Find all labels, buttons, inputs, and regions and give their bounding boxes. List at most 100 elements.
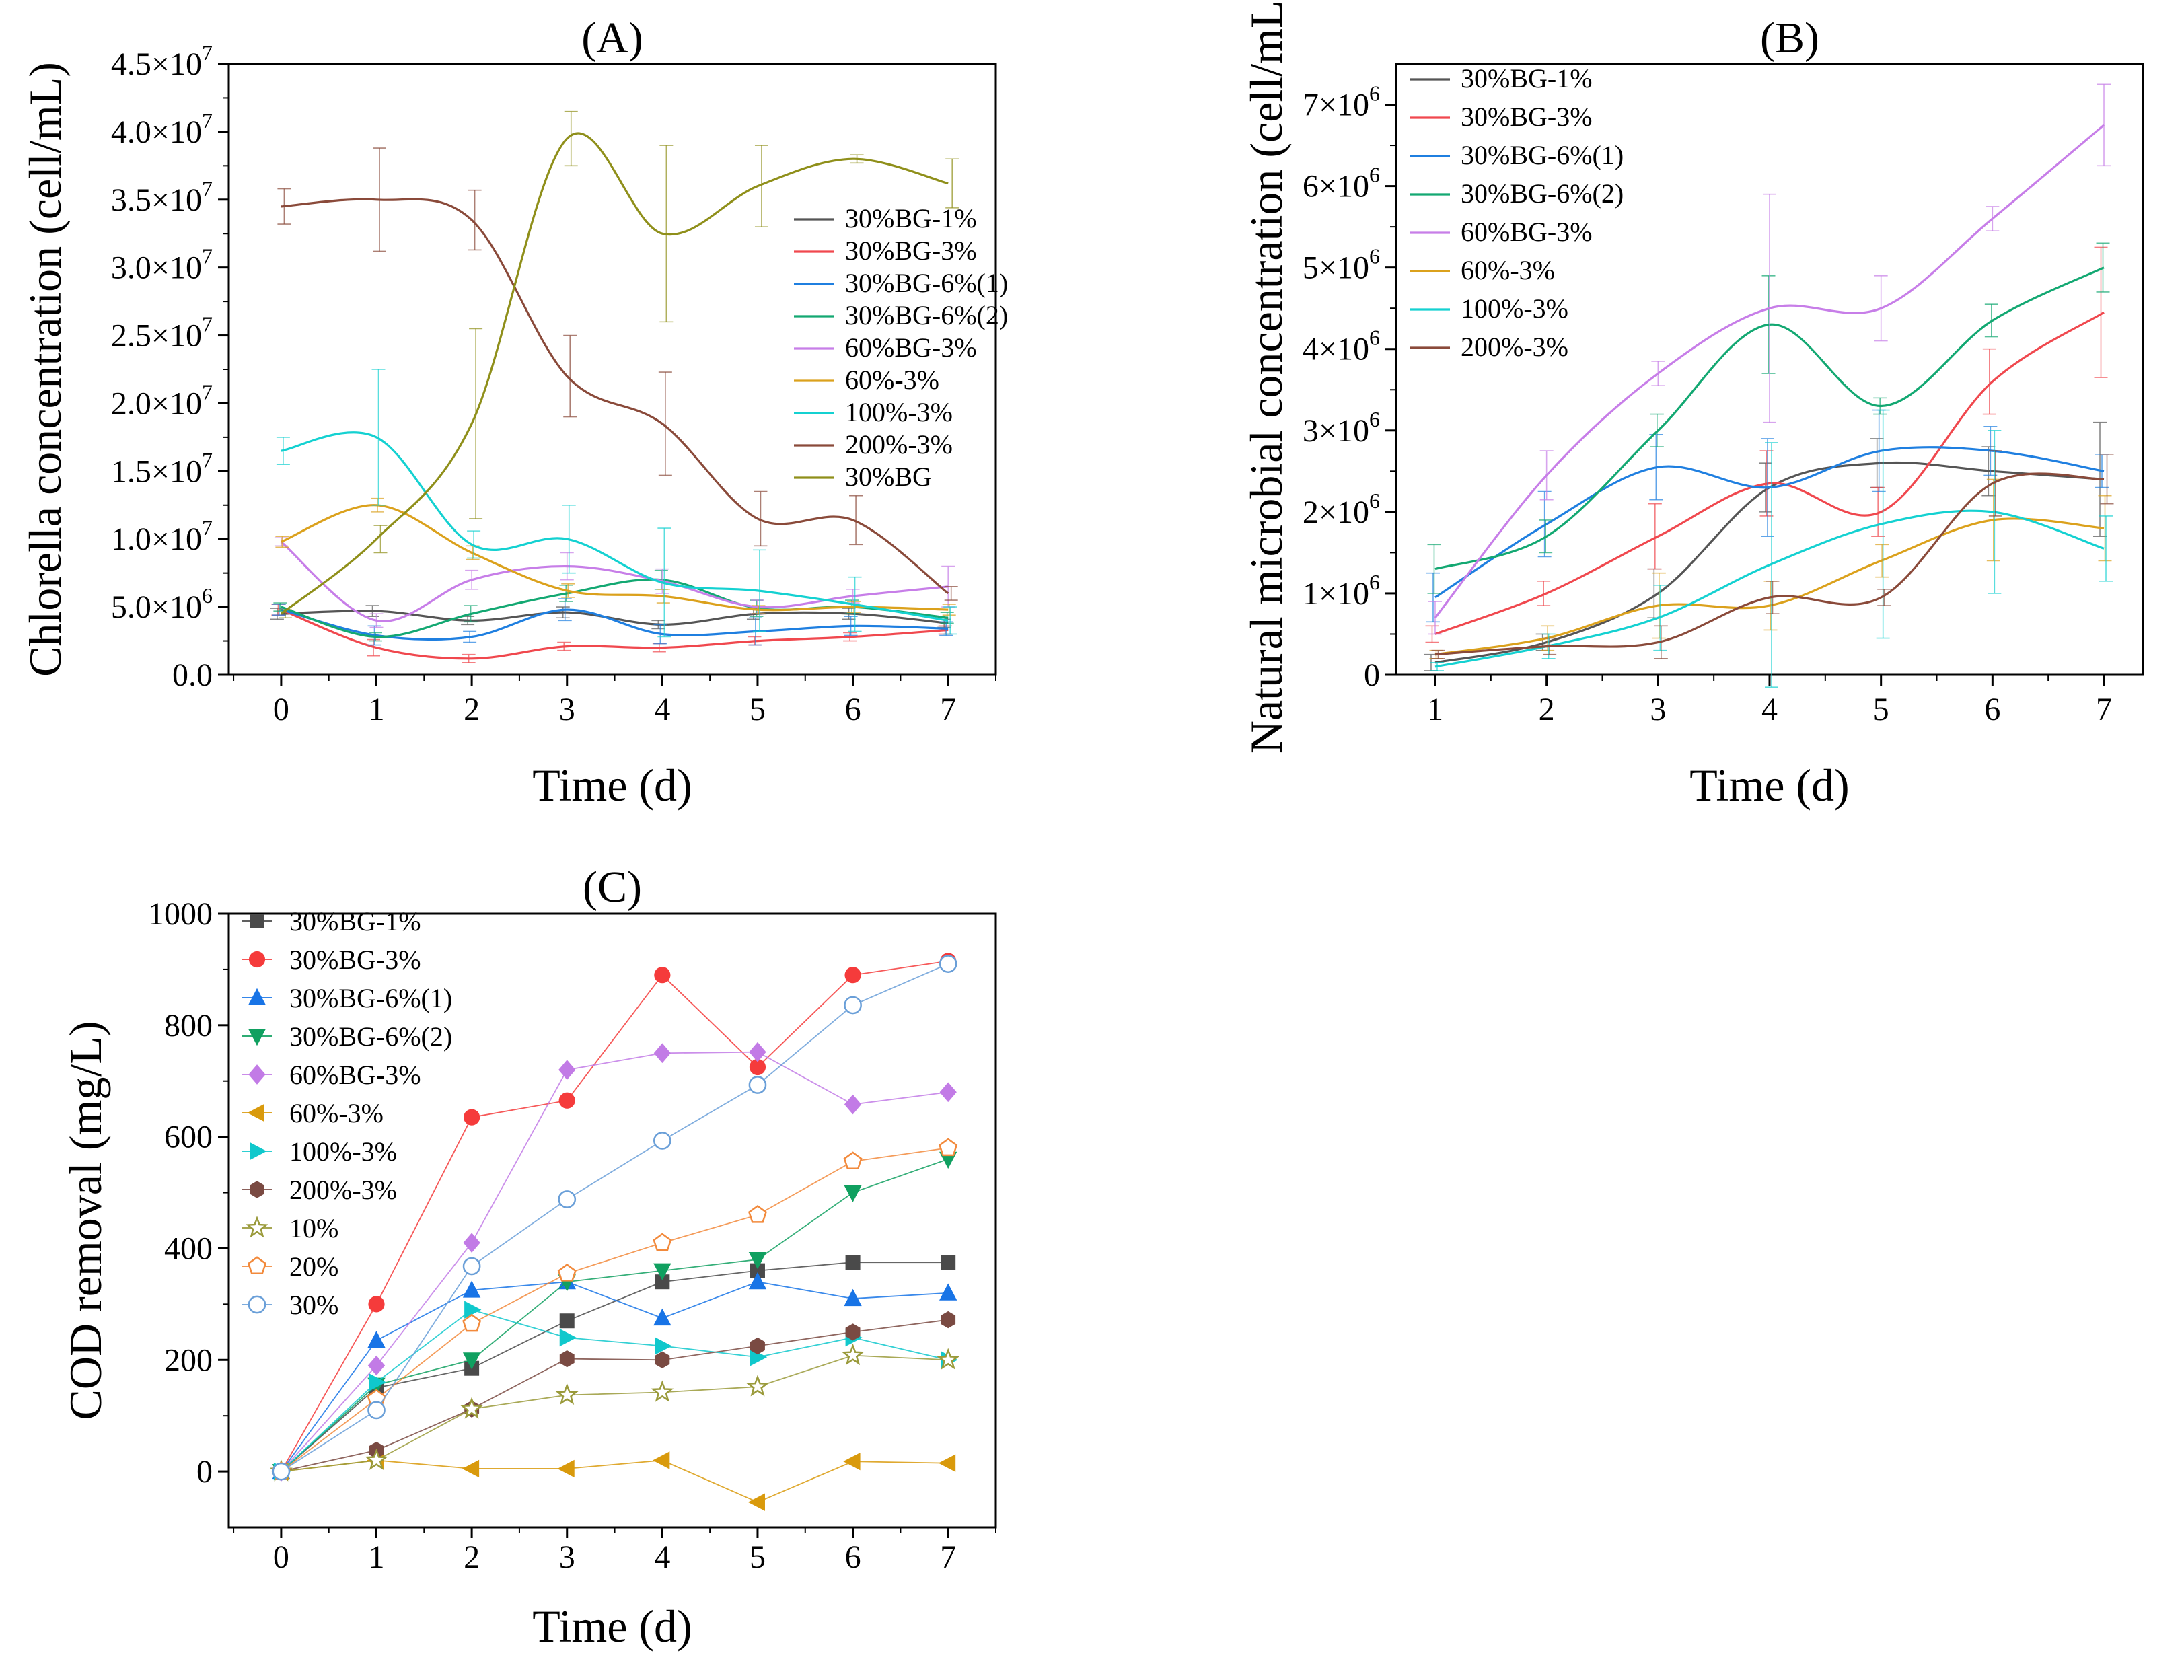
legend-swatch [249,951,265,967]
y-axis-label: COD removal (mg/L) [60,1021,111,1420]
legend-label: 30%BG-6%(2) [845,300,1008,330]
legend-label: 100%-3% [1461,293,1568,324]
panel-title: (A) [581,13,643,63]
series-line [281,1159,948,1471]
legend-swatch [248,1064,265,1085]
x-tick-label: 0 [273,692,289,727]
legend-label: 60%-3% [289,1098,384,1128]
panel-c: (C) 0 1 2 3 4 5 6 7 0 200 400 600 800 1000 Time (d) COD … [60,863,996,1652]
data-point [368,1296,384,1312]
data-point [844,1185,861,1202]
y-tick-label: 800 [164,1008,213,1044]
data-point [654,1043,671,1063]
legend-swatch [248,1104,264,1122]
x-tick-label: 5 [1873,692,1889,727]
legend-label: 30%BG [845,462,932,492]
series-line [1435,511,2104,667]
x-tick-label: 3 [559,1539,575,1575]
y-tick-label: 3×106 [1303,407,1380,449]
legend-swatch [248,1218,266,1236]
y-tick-label: 3.5×107 [111,176,213,218]
y-tick-label: 5.0×106 [111,583,213,625]
data-point [557,1460,574,1477]
data-point [654,1132,670,1148]
data-point [749,1042,766,1062]
y-tick-label: 2.0×107 [111,379,213,421]
data-point [846,1255,861,1270]
legend-swatch [248,1257,265,1274]
data-point [560,1329,577,1346]
data-point [940,956,956,972]
series-60%-3% [275,499,955,616]
x-tick-label: 6 [1984,692,2000,727]
legend-label: 200%-3% [289,1175,397,1205]
x-tick-label: 4 [654,692,670,727]
series-60%-3% [1429,479,2111,658]
data-point [560,1313,575,1328]
legend-label: 30% [289,1290,338,1320]
x-tick-label: 7 [2096,692,2112,727]
panel-a: (A) 0 1 2 3 4 5 6 7 0.0 5.0×106 1.0×107 1.5×107 2.0×1… [20,13,1008,811]
legend-label: 60%BG-3% [1461,217,1593,247]
data-point [844,1346,862,1363]
data-point [464,1258,480,1274]
series-line [1435,447,2104,597]
series-line [1435,462,2104,662]
y-tick-label: 400 [164,1231,213,1266]
legend-label: 60%BG-3% [289,1060,421,1090]
x-tick-label: 5 [750,692,766,727]
data-point [844,997,861,1013]
x-tick-label: 1 [369,1539,385,1575]
legend-swatch [250,1142,266,1160]
data-point [560,1350,575,1367]
data-point [273,1463,289,1480]
data-point [939,1454,955,1471]
data-point [558,1385,576,1403]
legend-label: 30%BG-1% [289,906,421,937]
y-tick-label: 1000 [148,896,213,932]
x-tick-label: 7 [940,1539,956,1575]
data-point [655,1352,669,1368]
y-tick-label: 1.0×107 [111,515,213,557]
y-tick-label: 0 [196,1454,213,1490]
legend-label: 30%BG-3% [289,945,421,975]
legend-label: 200%-3% [845,429,953,460]
panel-title: (B) [1760,13,1819,63]
data-point [653,1451,669,1469]
y-tick-label: 5×106 [1303,244,1380,286]
legend-label: 60%BG-3% [845,332,977,363]
legend-label: 30%BG-6%(1) [845,268,1008,298]
x-axis-label: Time (d) [1689,760,1849,811]
data-point [558,1060,575,1080]
data-point [654,1234,671,1250]
x-tick-label: 3 [1650,692,1666,727]
legend-label: 30%BG-3% [1461,102,1593,132]
y-tick-label: 1×106 [1303,570,1380,612]
x-tick-label: 1 [369,692,385,727]
x-tick-label: 6 [845,692,861,727]
legend-label: 200%-3% [1461,332,1568,362]
x-tick-label: 7 [940,692,956,727]
data-point [940,1082,957,1102]
x-tick-label: 2 [464,1539,480,1575]
y-tick-label: 600 [164,1120,213,1155]
data-point [749,1206,766,1222]
series-line [1435,519,2104,655]
series-line [281,542,948,621]
data-point [748,1377,766,1395]
series-line [281,433,948,621]
data-point [559,1191,575,1207]
y-tick-label: 4.0×107 [111,108,213,150]
legend-swatch [250,1181,264,1198]
data-point [940,1139,957,1155]
x-axis-label: Time (d) [532,760,692,811]
data-point [844,1153,861,1169]
legend-label: 30%BG-6%(2) [1461,178,1624,209]
y-tick-label: 0 [1364,657,1380,693]
data-point [939,1283,957,1300]
y-axis-label: Chlorella concentration (cell/mL) [20,62,71,677]
y-tick-label: 6×106 [1303,163,1380,205]
y-tick-label: 4×106 [1303,326,1380,367]
data-point [750,1076,766,1093]
x-tick-label: 4 [1761,692,1778,727]
